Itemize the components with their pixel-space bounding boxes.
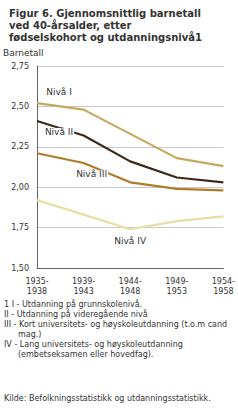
svg-text:Nivå III: Nivå III <box>76 169 107 179</box>
svg-text:1939-: 1939- <box>72 277 95 286</box>
svg-text:Nivå I: Nivå I <box>46 87 72 97</box>
svg-text:1938: 1938 <box>27 287 47 296</box>
svg-text:1935-: 1935- <box>25 277 48 286</box>
html-text:IV - Lang universitets- og høy: IV - Lang universitets- og høyskoleutdan… <box>4 340 183 359</box>
svg-text:2,00: 2,00 <box>11 183 29 192</box>
svg-text:Barnetall: Barnetall <box>3 48 44 58</box>
svg-text:1,50: 1,50 <box>11 264 29 273</box>
svg-text:1958: 1958 <box>213 287 233 296</box>
svg-text:1948: 1948 <box>120 287 140 296</box>
html-text:1 I - Utdanning på grunnskolen: 1 I - Utdanning på grunnskolenivå. <box>4 300 143 309</box>
svg-text:ved 40-årsalder, etter: ved 40-årsalder, etter <box>9 19 135 31</box>
html-text:III - Kort universitets- og hø: III - Kort universitets- og høyskoleutda… <box>4 320 228 339</box>
html-text:Kilde: Befolkningsstatistikk o: Kilde: Befolkningsstatistikk og utdannin… <box>4 394 211 403</box>
svg-text:1953: 1953 <box>167 287 187 296</box>
svg-text:Nivå IV: Nivå IV <box>114 236 147 246</box>
svg-text:2,50: 2,50 <box>11 102 29 111</box>
svg-text:1,75: 1,75 <box>11 223 29 232</box>
svg-text:1949-: 1949- <box>165 277 188 286</box>
svg-text:1943: 1943 <box>73 287 93 296</box>
svg-text:Figur 6. Gjennomsnittlig barne: Figur 6. Gjennomsnittlig barnetall <box>9 8 204 19</box>
svg-text:1944-: 1944- <box>119 277 142 286</box>
svg-text:1954-: 1954- <box>212 277 235 286</box>
svg-text:Nivå II: Nivå II <box>45 127 73 137</box>
svg-text:2,75: 2,75 <box>11 62 29 71</box>
svg-text:2,25: 2,25 <box>11 142 29 151</box>
html-text:II - Utdanning på videregående: II - Utdanning på videregående nivå <box>4 310 148 319</box>
svg-text:fødselskohort og utdanningsniv: fødselskohort og utdanningsnivå1 <box>9 31 202 43</box>
